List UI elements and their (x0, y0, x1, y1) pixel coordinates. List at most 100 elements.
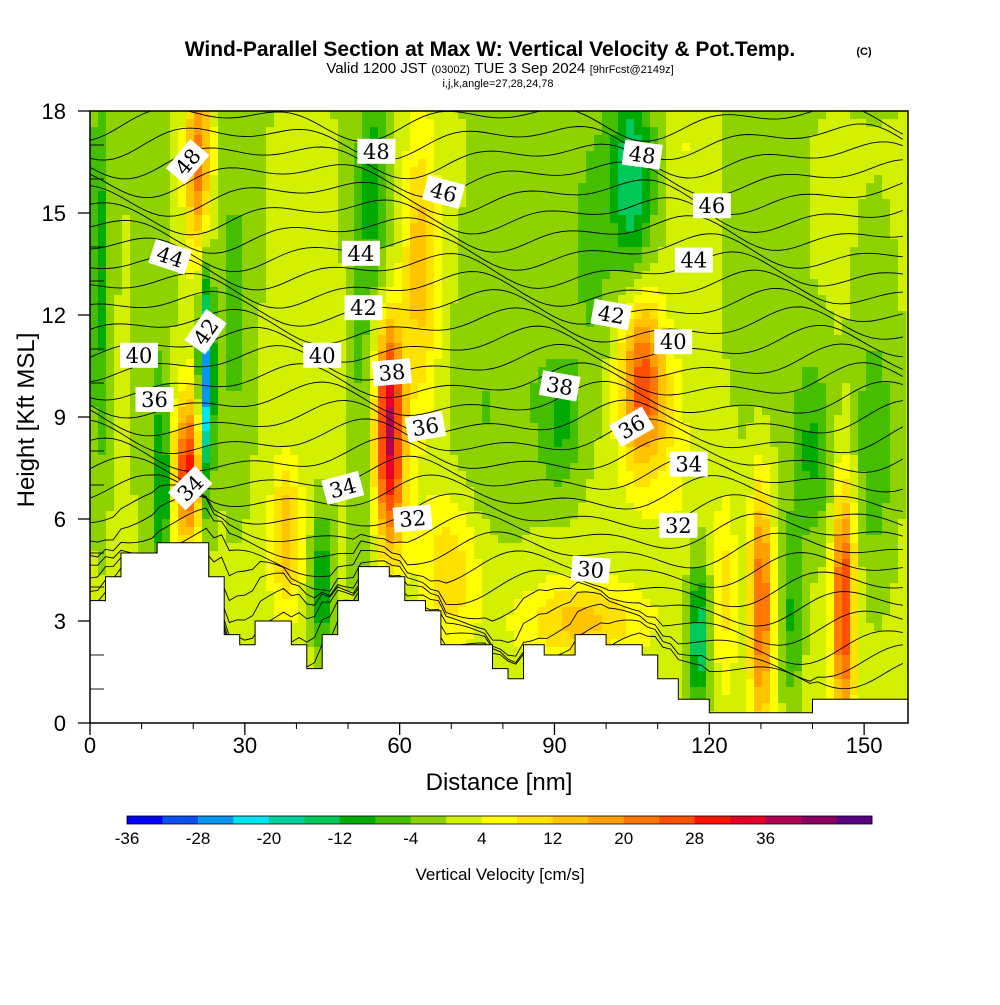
velocity-cell (226, 487, 235, 496)
velocity-cell (834, 327, 843, 336)
velocity-cell (170, 295, 179, 304)
velocity-cell (178, 215, 187, 224)
velocity-cell (714, 359, 723, 368)
velocity-cell (850, 375, 859, 384)
velocity-cell (178, 415, 187, 424)
velocity-cell (418, 375, 427, 384)
velocity-cell (250, 423, 259, 432)
velocity-cell (98, 383, 107, 392)
velocity-cell (282, 191, 291, 200)
velocity-cell (626, 135, 635, 144)
velocity-cell (626, 119, 635, 128)
velocity-cell (842, 119, 851, 128)
velocity-cell (186, 423, 195, 432)
velocity-cell (626, 167, 635, 176)
velocity-cell (378, 231, 387, 240)
velocity-cell (882, 407, 891, 416)
velocity-cell (242, 175, 251, 184)
velocity-cell (130, 247, 139, 256)
velocity-cell (754, 367, 763, 376)
velocity-cell (234, 159, 243, 168)
velocity-cell (210, 487, 219, 496)
velocity-cell (682, 143, 691, 152)
velocity-cell (338, 127, 347, 136)
velocity-cell (506, 191, 515, 200)
velocity-cell (410, 231, 419, 240)
velocity-cell (522, 207, 531, 216)
velocity-cell (218, 311, 227, 320)
velocity-cell (594, 351, 603, 360)
velocity-cell (394, 295, 403, 304)
velocity-cell (554, 479, 563, 488)
velocity-cell (890, 383, 899, 392)
velocity-cell (842, 191, 851, 200)
velocity-cell (146, 135, 155, 144)
velocity-cell (610, 215, 619, 224)
velocity-cell (114, 375, 123, 384)
velocity-cell (338, 287, 347, 296)
velocity-cell (554, 407, 563, 416)
velocity-cell (338, 463, 347, 472)
velocity-cell (186, 255, 195, 264)
velocity-cell (210, 407, 219, 416)
velocity-cell (666, 119, 675, 128)
velocity-cell (738, 263, 747, 272)
velocity-cell (818, 231, 827, 240)
velocity-cell (130, 383, 139, 392)
velocity-cell (706, 167, 715, 176)
velocity-cell (650, 399, 659, 408)
velocity-cell (610, 279, 619, 288)
velocity-cell (594, 383, 603, 392)
velocity-cell (842, 455, 851, 464)
velocity-cell (306, 119, 315, 128)
chart-subtitle-2: i,j,k,angle=27,28,24,78 (442, 78, 553, 90)
velocity-cell (882, 167, 891, 176)
velocity-cell (170, 279, 179, 288)
velocity-cell (354, 223, 363, 232)
velocity-cell (674, 143, 683, 152)
velocity-cell (602, 207, 611, 216)
velocity-cell (762, 119, 771, 128)
velocity-cell (890, 231, 899, 240)
velocity-cell (178, 447, 187, 456)
velocity-cell (122, 303, 131, 312)
velocity-cell (474, 415, 483, 424)
velocity-cell (154, 167, 163, 176)
velocity-cell (466, 319, 475, 328)
velocity-cell (626, 295, 635, 304)
velocity-cell (170, 311, 179, 320)
velocity-cell (122, 151, 131, 160)
velocity-cell (210, 231, 219, 240)
velocity-cell (514, 335, 523, 344)
velocity-cell (626, 455, 635, 464)
velocity-cell (634, 295, 643, 304)
velocity-cell (786, 335, 795, 344)
velocity-cell (546, 167, 555, 176)
velocity-cell (754, 311, 763, 320)
velocity-cell (642, 399, 651, 408)
velocity-cell (138, 151, 147, 160)
velocity-cell (858, 479, 867, 488)
velocity-cell (138, 255, 147, 264)
velocity-cell (402, 495, 411, 504)
velocity-cell (290, 319, 299, 328)
velocity-cell (706, 343, 715, 352)
velocity-cell (634, 167, 643, 176)
velocity-cell (154, 487, 163, 496)
velocity-cell (562, 191, 571, 200)
velocity-cell (586, 431, 595, 440)
velocity-cell (634, 271, 643, 280)
velocity-cell (890, 111, 899, 120)
velocity-cell (394, 335, 403, 344)
velocity-cell (242, 151, 251, 160)
velocity-cell (850, 247, 859, 256)
velocity-cell (146, 151, 155, 160)
velocity-cell (202, 167, 211, 176)
velocity-cell (346, 215, 355, 224)
velocity-cell (842, 487, 851, 496)
velocity-cell (386, 447, 395, 456)
velocity-cell (146, 239, 155, 248)
velocity-cell (498, 455, 507, 464)
velocity-cell (186, 367, 195, 376)
velocity-cell (866, 215, 875, 224)
